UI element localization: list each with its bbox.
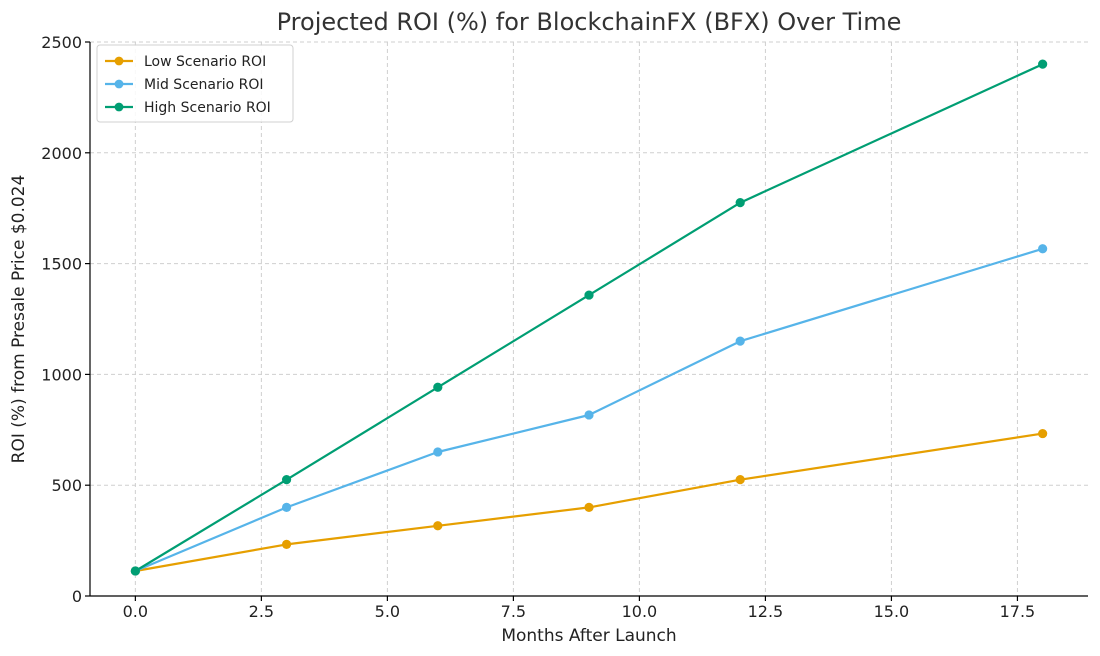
x-tick-label: 12.5 — [748, 602, 784, 621]
x-tick-label: 0.0 — [123, 602, 148, 621]
mid-scenario-roi-legend-marker — [114, 79, 124, 89]
grid — [90, 41, 1088, 597]
high-scenario-roi-point — [584, 290, 594, 300]
high-scenario-roi-point — [433, 382, 443, 392]
y-axis-label: ROI (%) from Presale Price $0.024 — [9, 175, 29, 464]
high-scenario-roi-legend-label: High Scenario ROI — [144, 100, 271, 116]
mid-scenario-roi-point — [584, 410, 594, 420]
legend-box — [96, 44, 294, 123]
low-scenario-roi-point — [433, 521, 443, 531]
high-scenario-roi-point — [130, 566, 140, 576]
mid-scenario-roi-point — [281, 502, 292, 512]
high-scenario-roi-line — [134, 63, 1044, 572]
y-tick-label: 0 — [72, 587, 82, 606]
low-scenario-roi-point — [735, 475, 745, 485]
x-tick-label: 10.0 — [622, 602, 658, 621]
y-tick-label: 1000 — [41, 365, 82, 384]
mid-scenario-roi-legend-label: Mid Scenario ROI — [144, 77, 264, 93]
y-tick-label: 500 — [51, 476, 82, 495]
low-scenario-roi-point — [281, 539, 292, 549]
high-scenario-roi-point — [281, 475, 292, 485]
mid-scenario-roi-line — [134, 247, 1043, 573]
x-tick-label: 17.5 — [1000, 602, 1036, 621]
legend: Low Scenario ROI Mid Scenario ROI High Sce… — [96, 44, 294, 123]
mid-scenario-roi-point — [1038, 244, 1048, 254]
x-axis-label: Months After Launch — [501, 626, 676, 646]
low-scenario-roi-legend-label: Low Scenario ROI — [144, 54, 266, 70]
series-lines — [130, 59, 1048, 576]
chart-title: Projected ROI (%) for BlockchainFX (BFX)… — [277, 8, 902, 36]
high-scenario-roi-legend-marker — [114, 102, 124, 112]
axes: 0.0 2.5 5.0 7.5 10.0 12.5 15.0 17.5 0 500 1000 1500… — [41, 33, 1088, 621]
y-tick-label: 1500 — [41, 255, 82, 274]
high-scenario-roi-point — [1038, 59, 1048, 69]
x-tick-label: 7.5 — [501, 602, 526, 621]
low-scenario-roi-legend-marker — [114, 56, 124, 66]
mid-scenario-roi-point — [433, 447, 443, 457]
low-scenario-roi-line — [135, 432, 1043, 573]
x-tick-label: 15.0 — [874, 602, 910, 621]
y-tick-label: 2500 — [41, 33, 82, 52]
x-tick-label: 2.5 — [249, 602, 274, 621]
high-scenario-roi-point — [735, 198, 745, 208]
x-tick-label: 5.0 — [375, 602, 400, 621]
low-scenario-roi-point — [1038, 428, 1048, 439]
y-tick-label: 2000 — [41, 144, 82, 163]
mid-scenario-roi-point — [735, 336, 745, 346]
low-scenario-roi-point — [584, 502, 594, 512]
